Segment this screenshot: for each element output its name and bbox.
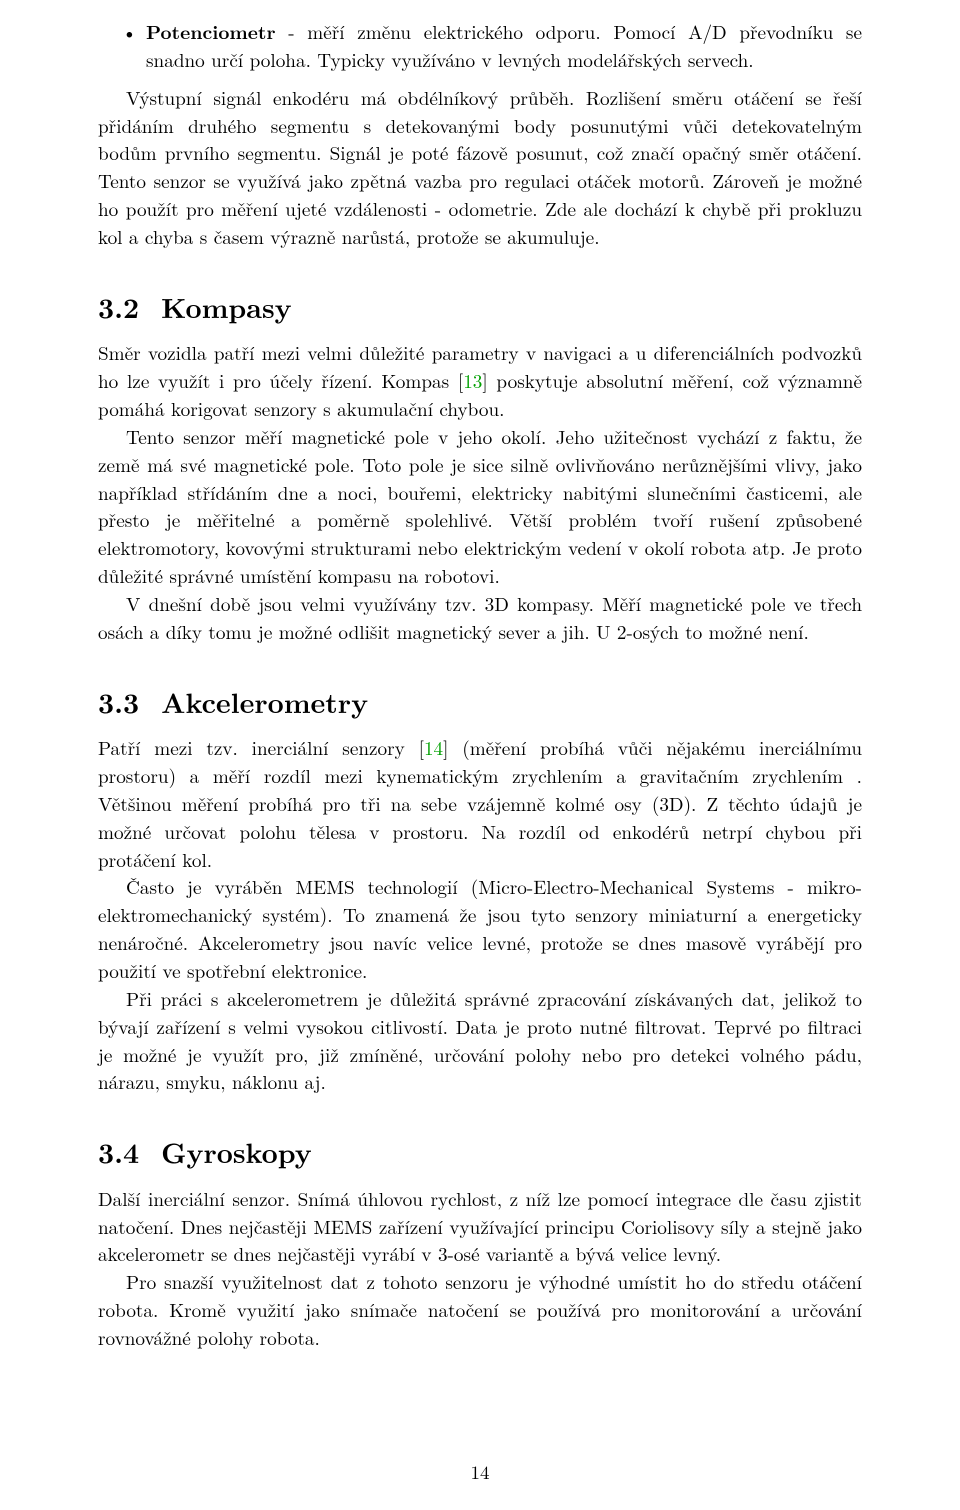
section-heading-gyroskopy: 3.4 Gyroskopy [98,1132,862,1173]
section-title: Kompasy [161,287,292,327]
paragraph: Při práci s akcelerometrem je důležitá s… [98,985,862,1096]
paragraph: Tento senzor měří magnetické pole v jeho… [98,423,862,590]
paragraph: V dnešní době jsou velmi využívány tzv. … [98,590,862,646]
paragraph: Směr vozidla patří mezi velmi důležité p… [98,339,862,423]
section-number: 3.4 [98,1132,139,1172]
citation-link[interactable]: 14 [424,733,443,761]
page: Potenciometr - měří změnu elektrického o… [0,0,960,1510]
section-heading-akcelerometry: 3.3 Akcelerometry [98,682,862,723]
section-title: Gyroskopy [161,1132,312,1172]
paragraph: Výstupní signál enkodéru má obdélníkový … [98,84,862,251]
paragraph: Další inerciální senzor. Snímá úhlovou r… [98,1185,862,1269]
section-heading-kompasy: 3.2 Kompasy [98,287,862,328]
bullet-list: Potenciometr - měří změnu elektrického o… [98,18,862,74]
paragraph: Pro snazší využitelnost dat z tohoto sen… [98,1268,862,1352]
section-number: 3.2 [98,287,139,327]
section-title: Akcelerometry [161,682,368,722]
bullet-lead: Potenciometr [146,17,276,45]
citation-link[interactable]: 13 [463,366,482,394]
paragraph: Patří mezi tzv. inerciální senzory [14] … [98,734,862,873]
page-number: 14 [0,1458,960,1486]
list-item: Potenciometr - měří změnu elektrického o… [146,18,862,74]
paragraph: Často je vyráběn MEMS technologií (Micro… [98,873,862,984]
text-run: Patří mezi tzv. inerciální senzory [ [98,733,424,761]
section-number: 3.3 [98,682,139,722]
